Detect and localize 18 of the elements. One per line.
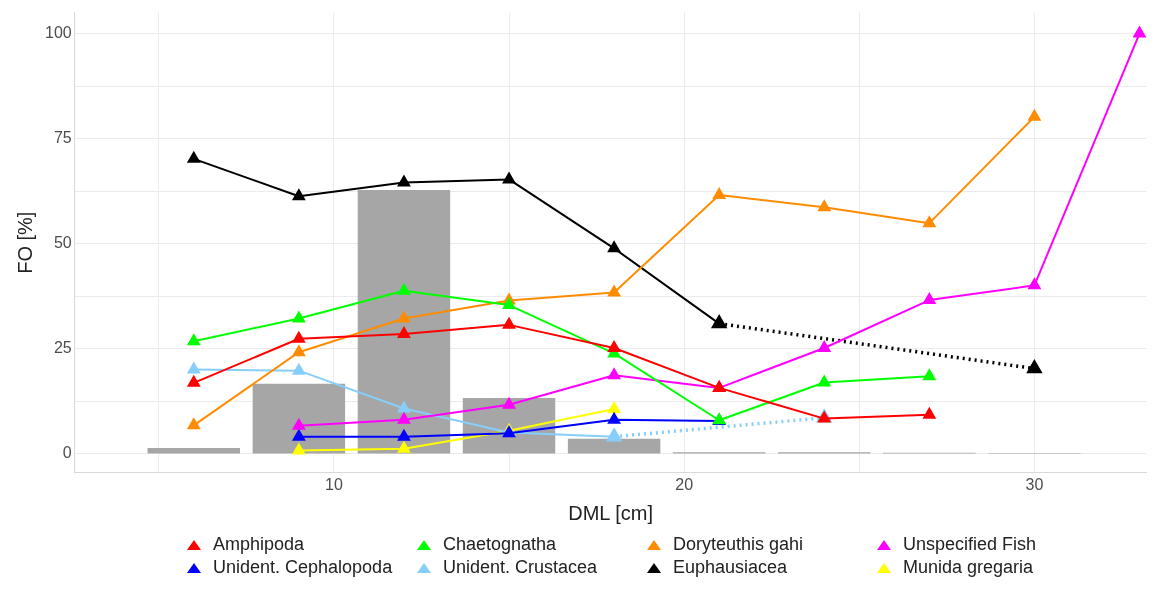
legend-label: Unspecified Fish [903, 534, 1037, 555]
legend-label: Doryteuthis gahi [673, 534, 804, 555]
x-tick-label: 30 [1025, 475, 1044, 493]
y-tick-label: 100 [44, 24, 72, 42]
legend-label: Amphipoda [213, 534, 305, 555]
x-tick-label: 20 [675, 475, 694, 493]
x-axis-title: DML [cm] [568, 501, 654, 524]
y-axis-title: FO [%] [13, 211, 36, 274]
y-tick-label: 75 [53, 129, 72, 147]
legend-label: Unident. Cephalopoda [213, 557, 393, 578]
y-tick-label: 25 [53, 339, 72, 357]
x-tick-label: 10 [324, 475, 343, 493]
legend-label: Unident. Crustacea [443, 557, 598, 578]
y-tick-label: 50 [53, 234, 72, 252]
legend-label: Euphausiacea [673, 557, 788, 578]
legend-label: Chaetognatha [443, 534, 557, 555]
legend-label: Munida gregaria [903, 557, 1034, 578]
y-tick-label: 0 [62, 444, 72, 462]
